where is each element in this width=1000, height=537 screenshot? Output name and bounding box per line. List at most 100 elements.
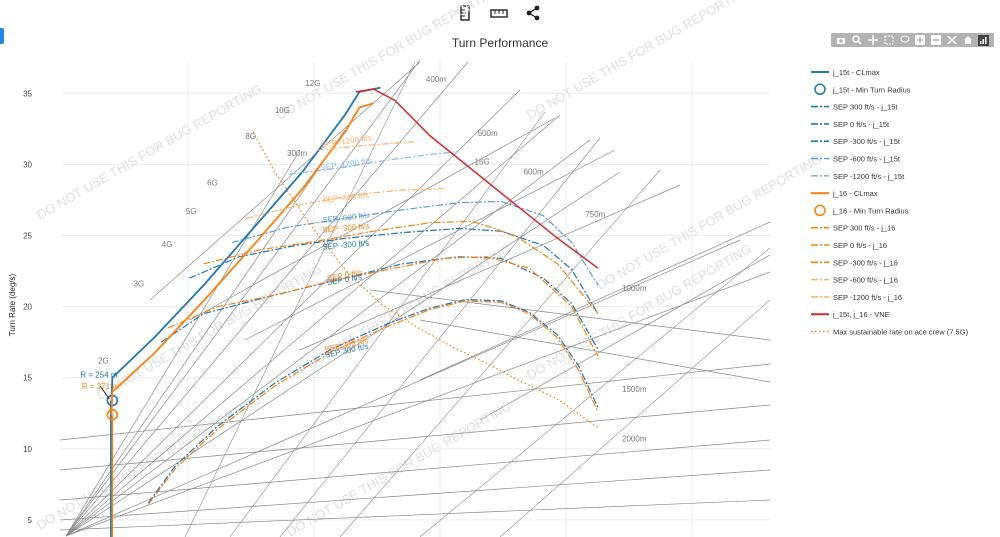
sep-curve-label: SEP -1200 ft/s (320, 156, 372, 172)
radius-line (419, 319, 771, 383)
legend-marker[interactable] (814, 83, 826, 96)
share-icon (526, 5, 540, 21)
radius-label: 300m (287, 149, 307, 158)
series-line[interactable] (252, 131, 599, 429)
ruler-horizontal-icon (490, 9, 508, 18)
radius-label: 750m (585, 210, 605, 219)
radius-line (59, 499, 771, 531)
g-load-line (279, 137, 601, 537)
zoom-in-icon[interactable] (915, 35, 926, 46)
chart-title: Turn Performance (452, 36, 549, 50)
g-load-line (65, 59, 421, 537)
legend-item-label[interactable]: SEP -1200 ft/s - j_15t (833, 172, 905, 181)
series-line[interactable] (355, 88, 599, 269)
lasso-icon[interactable] (899, 35, 910, 46)
legend-item-label[interactable]: SEP -300 ft/s - j_15t (833, 137, 901, 146)
series-line[interactable] (288, 151, 459, 175)
series-layer (106, 86, 599, 537)
y-tick-label: 10 (23, 445, 32, 454)
g-load-label: 2G (98, 356, 109, 365)
series-line[interactable] (147, 300, 599, 505)
legend-item-label[interactable]: SEP 0 ft/s - j_15t (833, 120, 890, 129)
radius-line (189, 117, 556, 321)
radius-label: 1000m (622, 284, 647, 293)
g-load-line (65, 89, 521, 537)
radius-line (419, 221, 771, 381)
series-line[interactable] (203, 220, 599, 315)
annotation-arrow (99, 385, 110, 400)
y-tick-label: 5 (28, 516, 33, 525)
g-load-line (419, 247, 771, 537)
legend-item-label[interactable]: j_15t - Min Turn Radius (832, 85, 911, 94)
g-load-line (65, 149, 301, 537)
series-line[interactable] (160, 256, 599, 350)
sep-curve-label: SEP -600 ft/s (322, 191, 370, 205)
labels-layer: 2G 3G 4G 5G 6G 8G 10G 12G 16G 300m 400m 500m 600m 750… (80, 75, 646, 444)
g-load-label: 3G (133, 280, 144, 289)
g-load-line (184, 61, 416, 537)
legend-marker[interactable] (814, 204, 826, 217)
series-line[interactable] (245, 188, 445, 219)
radius-line (299, 184, 681, 351)
sep-curve-label: SEP -300 ft/s (322, 222, 370, 235)
series-line[interactable] (167, 256, 599, 357)
legend-item-label[interactable]: SEP 300 ft/s - j_15t (833, 103, 898, 112)
gridlines (62, 62, 770, 537)
watermark-text: DO NOT USE THIS FOR BUG REPORTING (284, 241, 514, 383)
home-icon[interactable] (963, 35, 974, 46)
g-load-label: 8G (245, 132, 256, 141)
share-button[interactable] (523, 4, 543, 22)
autoscale-icon[interactable] (947, 35, 958, 46)
radius-line (59, 439, 771, 501)
g-load-label: 16G (475, 157, 490, 166)
radius-label: 1500m (622, 385, 647, 394)
series-line[interactable] (147, 298, 599, 504)
legend-item-label[interactable]: j_15t, j_16 - VNE (832, 310, 890, 319)
legend-item-label[interactable]: j_16 - CLmax (832, 189, 878, 198)
watermark-text: DO NOT USE THIS FOR BUG REPORTING (274, 0, 504, 123)
plot-modebar (831, 33, 994, 47)
legend-item-label[interactable]: Max sustainable rate on ace crew (7.5G) (833, 328, 969, 337)
series-line[interactable] (189, 227, 599, 315)
side-panel-tab[interactable] (0, 28, 4, 44)
radius-line (149, 61, 421, 301)
plotly-logo-icon[interactable] (978, 34, 990, 46)
zoom-out-icon[interactable] (931, 35, 942, 46)
radius-line (59, 363, 771, 441)
top-toolbar (455, 4, 543, 24)
box-select-icon[interactable] (883, 35, 894, 46)
legend-item-label[interactable]: j_16 - Min Turn Radius (832, 206, 909, 215)
zoom-icon[interactable] (851, 35, 862, 46)
legend-item-label[interactable]: SEP 300 ft/s - j_16 (833, 224, 895, 233)
series-line[interactable] (110, 102, 374, 415)
series-line[interactable] (110, 86, 381, 400)
g-load-line (499, 299, 771, 537)
series-line[interactable] (316, 141, 417, 151)
legend: j_15t - CLmax j_15t - Min Turn Radius SEP … (811, 68, 969, 337)
legend-item-label[interactable]: SEP -300 ft/s - j_16 (833, 258, 898, 267)
ruler-horizontal-button[interactable] (489, 4, 509, 22)
g-load-line (65, 271, 771, 537)
y-axis-title: Turn Rate (deg/s) (8, 273, 17, 336)
legend-item-label[interactable]: SEP -600 ft/s - j_15t (833, 155, 901, 164)
legend-item-label[interactable]: j_15t - CLmax (832, 68, 880, 77)
radius-line (244, 149, 616, 341)
camera-icon[interactable] (835, 35, 846, 46)
min-turn-radius-marker[interactable] (106, 408, 119, 421)
watermark-text: DO NOT USE THIS FOR BUG REPORTING (284, 398, 514, 537)
ruler-vertical-icon (460, 5, 470, 21)
radius-label: 500m (478, 129, 498, 138)
radius-label: 2000m (622, 435, 647, 444)
series-line[interactable] (231, 200, 599, 286)
legend-item-label[interactable]: SEP -1200 ft/s - j_16 (833, 293, 902, 302)
legend-item-label[interactable]: SEP -600 ft/s - j_16 (833, 276, 898, 285)
pan-icon[interactable] (867, 35, 878, 46)
sep-curve-label: SEP -300 ft/s (322, 239, 370, 252)
radius-line (59, 469, 771, 521)
radius-line (59, 404, 771, 471)
legend-item-label[interactable]: SEP 0 ft/s - j_16 (833, 241, 887, 250)
g-load-line (65, 114, 561, 537)
g-load-line (65, 61, 469, 537)
ruler-vertical-button[interactable] (455, 4, 475, 22)
g-load-label: 5G (186, 207, 197, 216)
